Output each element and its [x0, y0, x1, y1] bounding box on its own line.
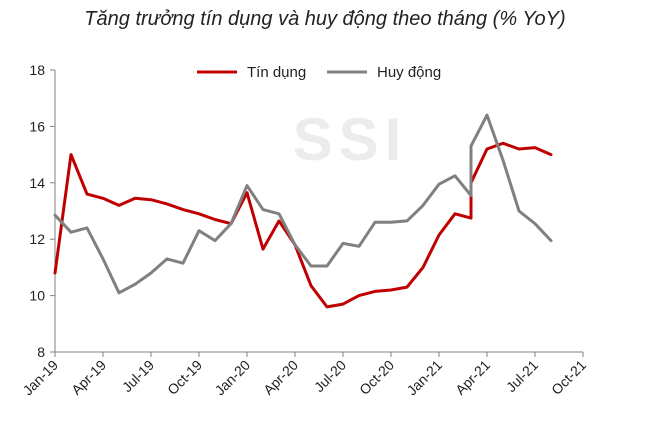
- x-tick-label: Apr-20: [260, 357, 301, 398]
- series-line-2: [53, 113, 553, 295]
- y-tick-label: 14: [29, 175, 45, 191]
- y-tick-label: 8: [37, 344, 45, 360]
- y-tick-label: 18: [29, 62, 45, 78]
- series-layer: [53, 113, 553, 309]
- legend-label-1: Tín dụng: [247, 64, 306, 81]
- x-tick-label: Jul-21: [503, 357, 541, 395]
- x-tick-label: Jan-21: [404, 357, 446, 399]
- x-tick-label: Oct-20: [356, 357, 397, 398]
- x-tick-label: Jan-19: [20, 357, 62, 399]
- x-tick-label: Jul-19: [119, 357, 157, 395]
- watermark-text: SSI: [293, 106, 408, 173]
- x-tick-label: Oct-21: [548, 357, 589, 398]
- legend: Tín dụng Huy động: [197, 64, 441, 81]
- y-tick-label: 10: [29, 288, 45, 304]
- x-tick-label: Apr-21: [452, 357, 493, 398]
- x-tick-label: Apr-19: [68, 357, 109, 398]
- legend-label-2: Huy động: [377, 64, 441, 81]
- y-tick-label: 16: [29, 118, 45, 134]
- y-tick-label: 12: [29, 231, 45, 247]
- x-tick-label: Oct-19: [164, 357, 205, 398]
- x-tick-label: Jan-20: [212, 357, 254, 399]
- x-tick-label: Jul-20: [311, 357, 349, 395]
- chart-title: Tăng trưởng tín dụng và huy động theo th…: [84, 8, 566, 30]
